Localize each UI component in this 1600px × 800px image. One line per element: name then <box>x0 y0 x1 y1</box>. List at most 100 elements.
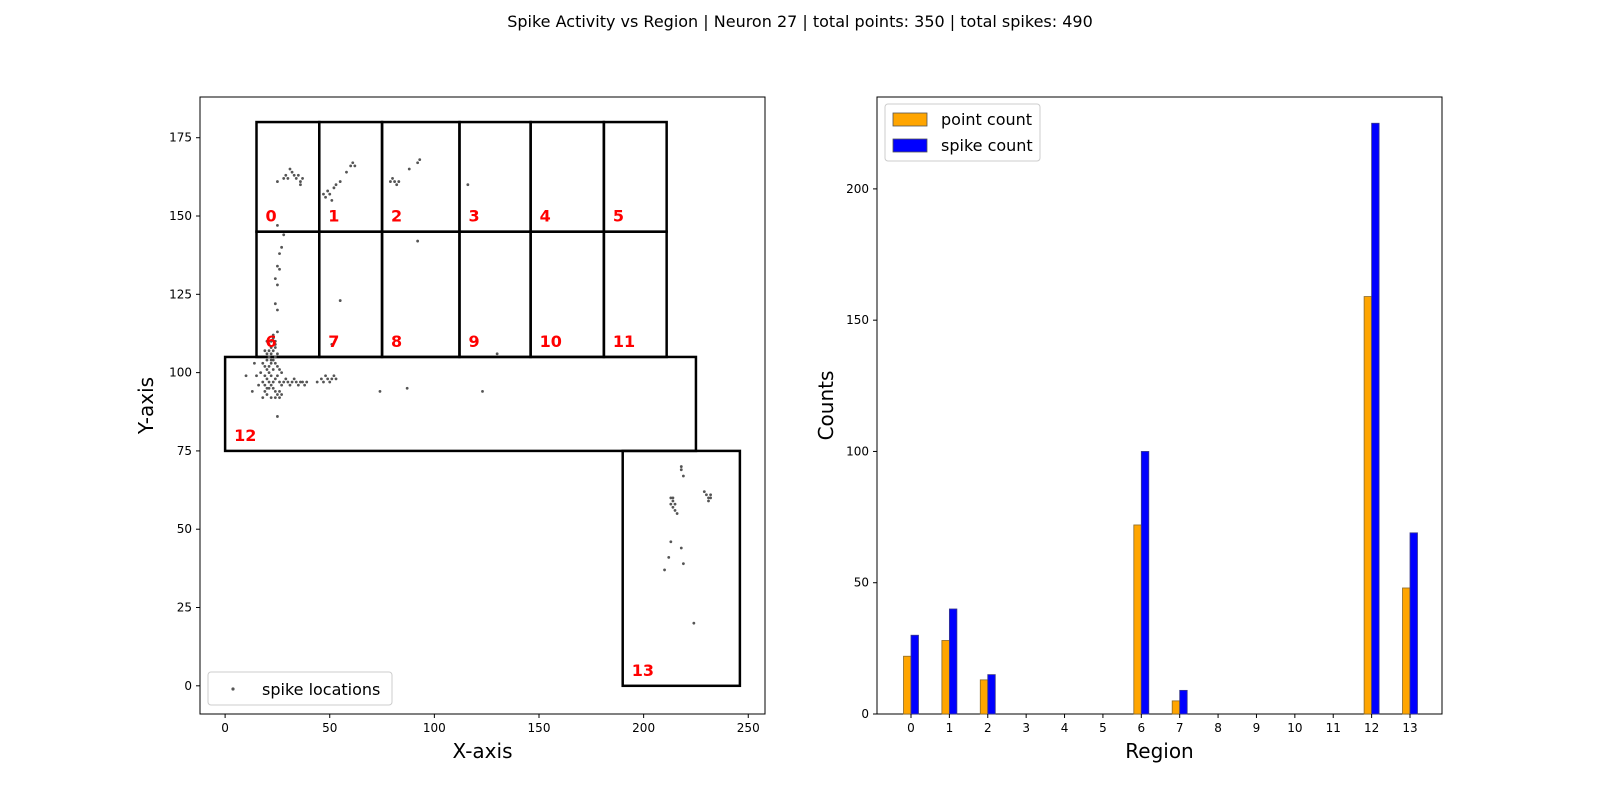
spike-point <box>273 346 277 349</box>
spike-point <box>267 355 271 359</box>
spike-point <box>391 177 394 180</box>
spike-point <box>328 192 332 196</box>
bar-x-tick-label: 11 <box>1326 721 1341 735</box>
spike-point <box>671 505 675 509</box>
bar-point-count <box>1133 524 1142 715</box>
spike-point <box>267 380 271 384</box>
spike-point <box>271 333 275 337</box>
bar-plot-frame <box>876 96 1443 715</box>
spike-point <box>667 556 671 559</box>
spike-point <box>273 396 277 400</box>
spike-point <box>273 355 277 359</box>
spike-point <box>276 283 279 287</box>
spike-point <box>338 180 342 183</box>
spike-point <box>326 189 330 193</box>
spike-point <box>692 621 696 625</box>
spike-point <box>315 380 319 384</box>
spike-point <box>349 164 353 168</box>
spike-point <box>282 233 286 237</box>
spike-point <box>267 364 271 368</box>
region-label-5: 5 <box>613 207 624 226</box>
spike-point <box>263 364 267 368</box>
spike-point <box>326 377 330 381</box>
spike-point <box>269 374 273 378</box>
spike-point <box>353 164 357 168</box>
spike-point <box>278 267 281 271</box>
y-tick-label: 175 <box>169 131 192 145</box>
spike-point <box>265 386 269 390</box>
spike-point <box>280 393 284 396</box>
scatter-y-axis-label: Y-axis <box>134 377 158 435</box>
spike-point <box>405 386 409 390</box>
spike-point <box>261 396 265 400</box>
spike-point <box>273 343 277 346</box>
bar-point-count <box>941 640 950 715</box>
bar-y-tick-label: 100 <box>846 444 869 458</box>
spike-point <box>671 499 675 503</box>
spike-point <box>273 361 277 365</box>
spike-point <box>255 374 258 378</box>
spike-point <box>284 173 288 177</box>
spike-point <box>669 496 673 500</box>
region-label-10: 10 <box>540 332 562 351</box>
spike-point <box>303 383 307 387</box>
spike-point <box>269 396 273 400</box>
spike-point <box>271 368 275 371</box>
spike-point <box>276 415 279 418</box>
bar-x-tick-label: 0 <box>907 721 915 735</box>
spike-point <box>286 380 290 384</box>
spike-point <box>416 239 420 243</box>
spike-point <box>495 352 499 356</box>
spike-point <box>466 183 470 187</box>
spike-point <box>271 358 275 362</box>
spike-point <box>280 371 284 375</box>
spike-point <box>273 390 277 393</box>
spike-point <box>292 173 296 177</box>
x-tick-label: 100 <box>423 721 446 735</box>
scatter-legend-marker <box>231 687 235 691</box>
spike-point <box>263 383 267 387</box>
spike-point <box>284 377 288 381</box>
spike-point <box>671 496 675 500</box>
scatter-legend-label: spike locations <box>262 680 380 699</box>
spike-point <box>269 361 273 365</box>
bar-spike-count <box>1179 689 1188 715</box>
spike-point <box>290 170 294 174</box>
spike-point <box>253 361 256 365</box>
spike-point <box>675 512 679 515</box>
spike-point <box>276 330 279 334</box>
legend-label-point-count: point count <box>941 110 1032 129</box>
region-label-7: 7 <box>328 332 339 351</box>
spike-point <box>393 180 397 183</box>
region-label-8: 8 <box>391 332 402 351</box>
spike-point <box>244 374 248 378</box>
spike-point <box>305 380 309 384</box>
spike-point <box>276 364 279 368</box>
bar-spike-count <box>1371 122 1380 715</box>
spike-point <box>263 390 267 393</box>
spike-point <box>296 173 300 177</box>
bar-x-axis-label: Region <box>1125 739 1193 763</box>
spike-point <box>294 177 298 180</box>
spike-point <box>271 386 275 390</box>
spike-point <box>280 245 284 249</box>
region-box-13 <box>621 449 742 688</box>
spike-point <box>261 380 265 384</box>
spike-point <box>707 496 710 500</box>
spike-point <box>330 377 334 381</box>
spike-point <box>276 393 279 396</box>
x-tick-label: 150 <box>528 721 551 735</box>
spike-point <box>271 380 275 384</box>
bar-x-tick-label: 2 <box>984 721 992 735</box>
x-tick-label: 200 <box>632 721 655 735</box>
spike-point <box>265 377 269 381</box>
region-label-12: 12 <box>234 426 256 445</box>
spike-point <box>278 368 281 371</box>
region-label-13: 13 <box>632 661 654 680</box>
spike-point <box>269 352 273 356</box>
spike-point <box>282 177 286 180</box>
spike-point <box>338 299 342 302</box>
spike-point <box>324 374 327 378</box>
spike-point <box>679 465 683 468</box>
bar-x-tick-label: 3 <box>1022 721 1030 735</box>
